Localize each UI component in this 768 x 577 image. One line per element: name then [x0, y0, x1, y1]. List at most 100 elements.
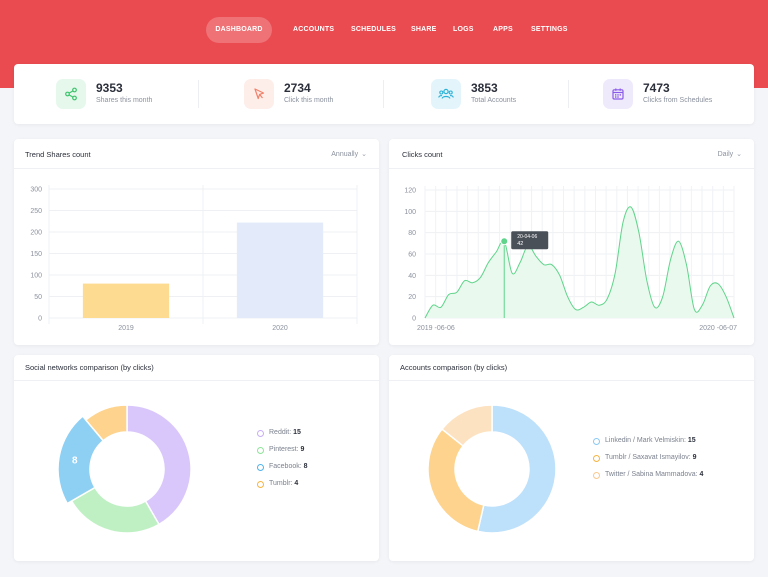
- y-tick-label: 80: [408, 230, 416, 237]
- data-point: [519, 262, 520, 263]
- y-tick-label: 200: [30, 230, 42, 237]
- legend-value: 15: [687, 437, 696, 444]
- period-value: Annually: [331, 151, 359, 158]
- y-tick-label: 20: [408, 294, 416, 301]
- period-select[interactable]: Daily ⌄: [718, 150, 742, 158]
- data-point: [551, 264, 552, 265]
- data-point: [448, 294, 449, 295]
- stat-schedules: 7473 Clicks from Schedules: [603, 79, 753, 109]
- data-point: [670, 259, 671, 260]
- nav-logs[interactable]: LOGS: [453, 26, 474, 33]
- nav-schedules[interactable]: SCHEDULES: [351, 26, 396, 33]
- nav-settings[interactable]: SETTINGS: [531, 26, 568, 33]
- data-point: [480, 277, 481, 278]
- y-tick-label: 0: [38, 316, 42, 323]
- stat-value: 3853: [471, 81, 498, 95]
- slice-facebook: [57, 415, 105, 505]
- x-tick-label: 2020: [272, 325, 288, 332]
- trend-shares-panel: Trend Shares count Annually ⌄ 0 50 100 150 20…: [14, 139, 379, 345]
- x-tick-label: 2019 -06-06: [417, 325, 455, 332]
- data-point: [583, 307, 584, 308]
- tooltip-box: [511, 231, 549, 250]
- data-point: [472, 282, 473, 283]
- data-point: [718, 283, 719, 284]
- x-tick-label: 2019: [118, 325, 134, 332]
- main-nav: DASHBOARD ACCOUNTS SCHEDULES SHARE LOGS …: [0, 17, 768, 43]
- data-point: [464, 280, 465, 281]
- legend-value: 15: [293, 429, 301, 436]
- data-point: [559, 275, 560, 276]
- tooltip-value: 42: [517, 241, 523, 247]
- cursor-icon: [244, 79, 274, 109]
- data-point: [694, 309, 695, 310]
- panel-title: Accounts comparison (by clicks): [400, 363, 508, 372]
- panel-header: Clicks count Daily ⌄: [389, 139, 754, 169]
- share-icon: [56, 79, 86, 109]
- legend-label: Tumblr: 4: [269, 480, 299, 487]
- data-point: [725, 296, 726, 297]
- data-point: [607, 298, 608, 299]
- slice-tumblr: [84, 404, 128, 442]
- legend-value: 4: [699, 471, 704, 478]
- series-line: [424, 206, 735, 319]
- stat-label: Click this month: [284, 97, 334, 104]
- social-comparison-panel: Social networks comparison (by clicks) 8…: [14, 355, 379, 561]
- nav-accounts[interactable]: ACCOUNTS: [293, 26, 335, 33]
- y-tick-label: 50: [34, 294, 42, 301]
- slice-tumblr: [427, 428, 485, 533]
- stat-accounts: 3853 Total Accounts: [431, 79, 581, 109]
- legend-dot: [593, 455, 600, 462]
- data-point: [630, 206, 631, 207]
- data-point: [456, 292, 457, 293]
- legend-dot: [257, 447, 264, 454]
- legend-value: 8: [303, 463, 308, 470]
- area-fill: [425, 206, 734, 318]
- data-point: [646, 280, 647, 281]
- stat-shares: 9353 Shares this month: [56, 79, 206, 109]
- legend-label: Reddit: 15: [269, 429, 301, 436]
- legend-dot: [593, 438, 600, 445]
- y-tick-label: 100: [404, 209, 416, 216]
- period-select[interactable]: Annually ⌄: [331, 150, 367, 158]
- data-point: [733, 317, 734, 318]
- panel-header: Social networks comparison (by clicks): [14, 355, 379, 381]
- nav-dashboard[interactable]: DASHBOARD: [206, 17, 272, 43]
- slice-value-label: 8: [72, 455, 78, 466]
- y-tick-label: 120: [404, 188, 416, 195]
- users-icon: [431, 79, 461, 109]
- legend-dot: [257, 430, 264, 437]
- data-point: [615, 273, 616, 274]
- highlight-point: [500, 237, 509, 246]
- legend-label: Linkedin / Mark Velmiskin: 15: [605, 437, 696, 444]
- y-tick-label: 100: [30, 273, 42, 280]
- slice-reddit: [126, 404, 192, 526]
- legend-label: Twitter / Sabina Mammadova: 4: [605, 471, 704, 478]
- slice-pinterest: [70, 486, 161, 534]
- data-point: [488, 262, 489, 263]
- data-point: [678, 241, 679, 242]
- legend-dot: [257, 464, 264, 471]
- y-tick-label: 150: [30, 251, 42, 258]
- panel-header: Accounts comparison (by clicks): [389, 355, 754, 381]
- y-tick-label: 60: [408, 252, 416, 259]
- stat-divider: [568, 80, 569, 108]
- y-tick-label: 300: [30, 187, 42, 194]
- legend-value: 9: [692, 454, 697, 461]
- legend-label: Facebook: 8: [269, 463, 308, 470]
- legend-dot: [257, 481, 264, 488]
- y-tick-label: 250: [30, 208, 42, 215]
- data-point: [543, 264, 544, 265]
- stat-value: 7473: [643, 81, 670, 95]
- chevron-down-icon: ⌄: [736, 151, 742, 158]
- legend-label: Tumblr / Saxavat Ismayilov: 9: [605, 454, 697, 461]
- tooltip-date: 20-04-06: [517, 234, 537, 240]
- data-point: [662, 296, 663, 297]
- data-point: [710, 285, 711, 286]
- stat-clicks: 2734 Click this month: [244, 79, 394, 109]
- stats-card: 9353 Shares this month 2734 Click this m…: [14, 64, 754, 124]
- legend-value: 4: [294, 480, 299, 487]
- nav-apps[interactable]: APPS: [493, 26, 513, 33]
- panel-title: Trend Shares count: [25, 150, 91, 159]
- stat-divider: [383, 80, 384, 108]
- nav-share[interactable]: SHARE: [411, 26, 437, 33]
